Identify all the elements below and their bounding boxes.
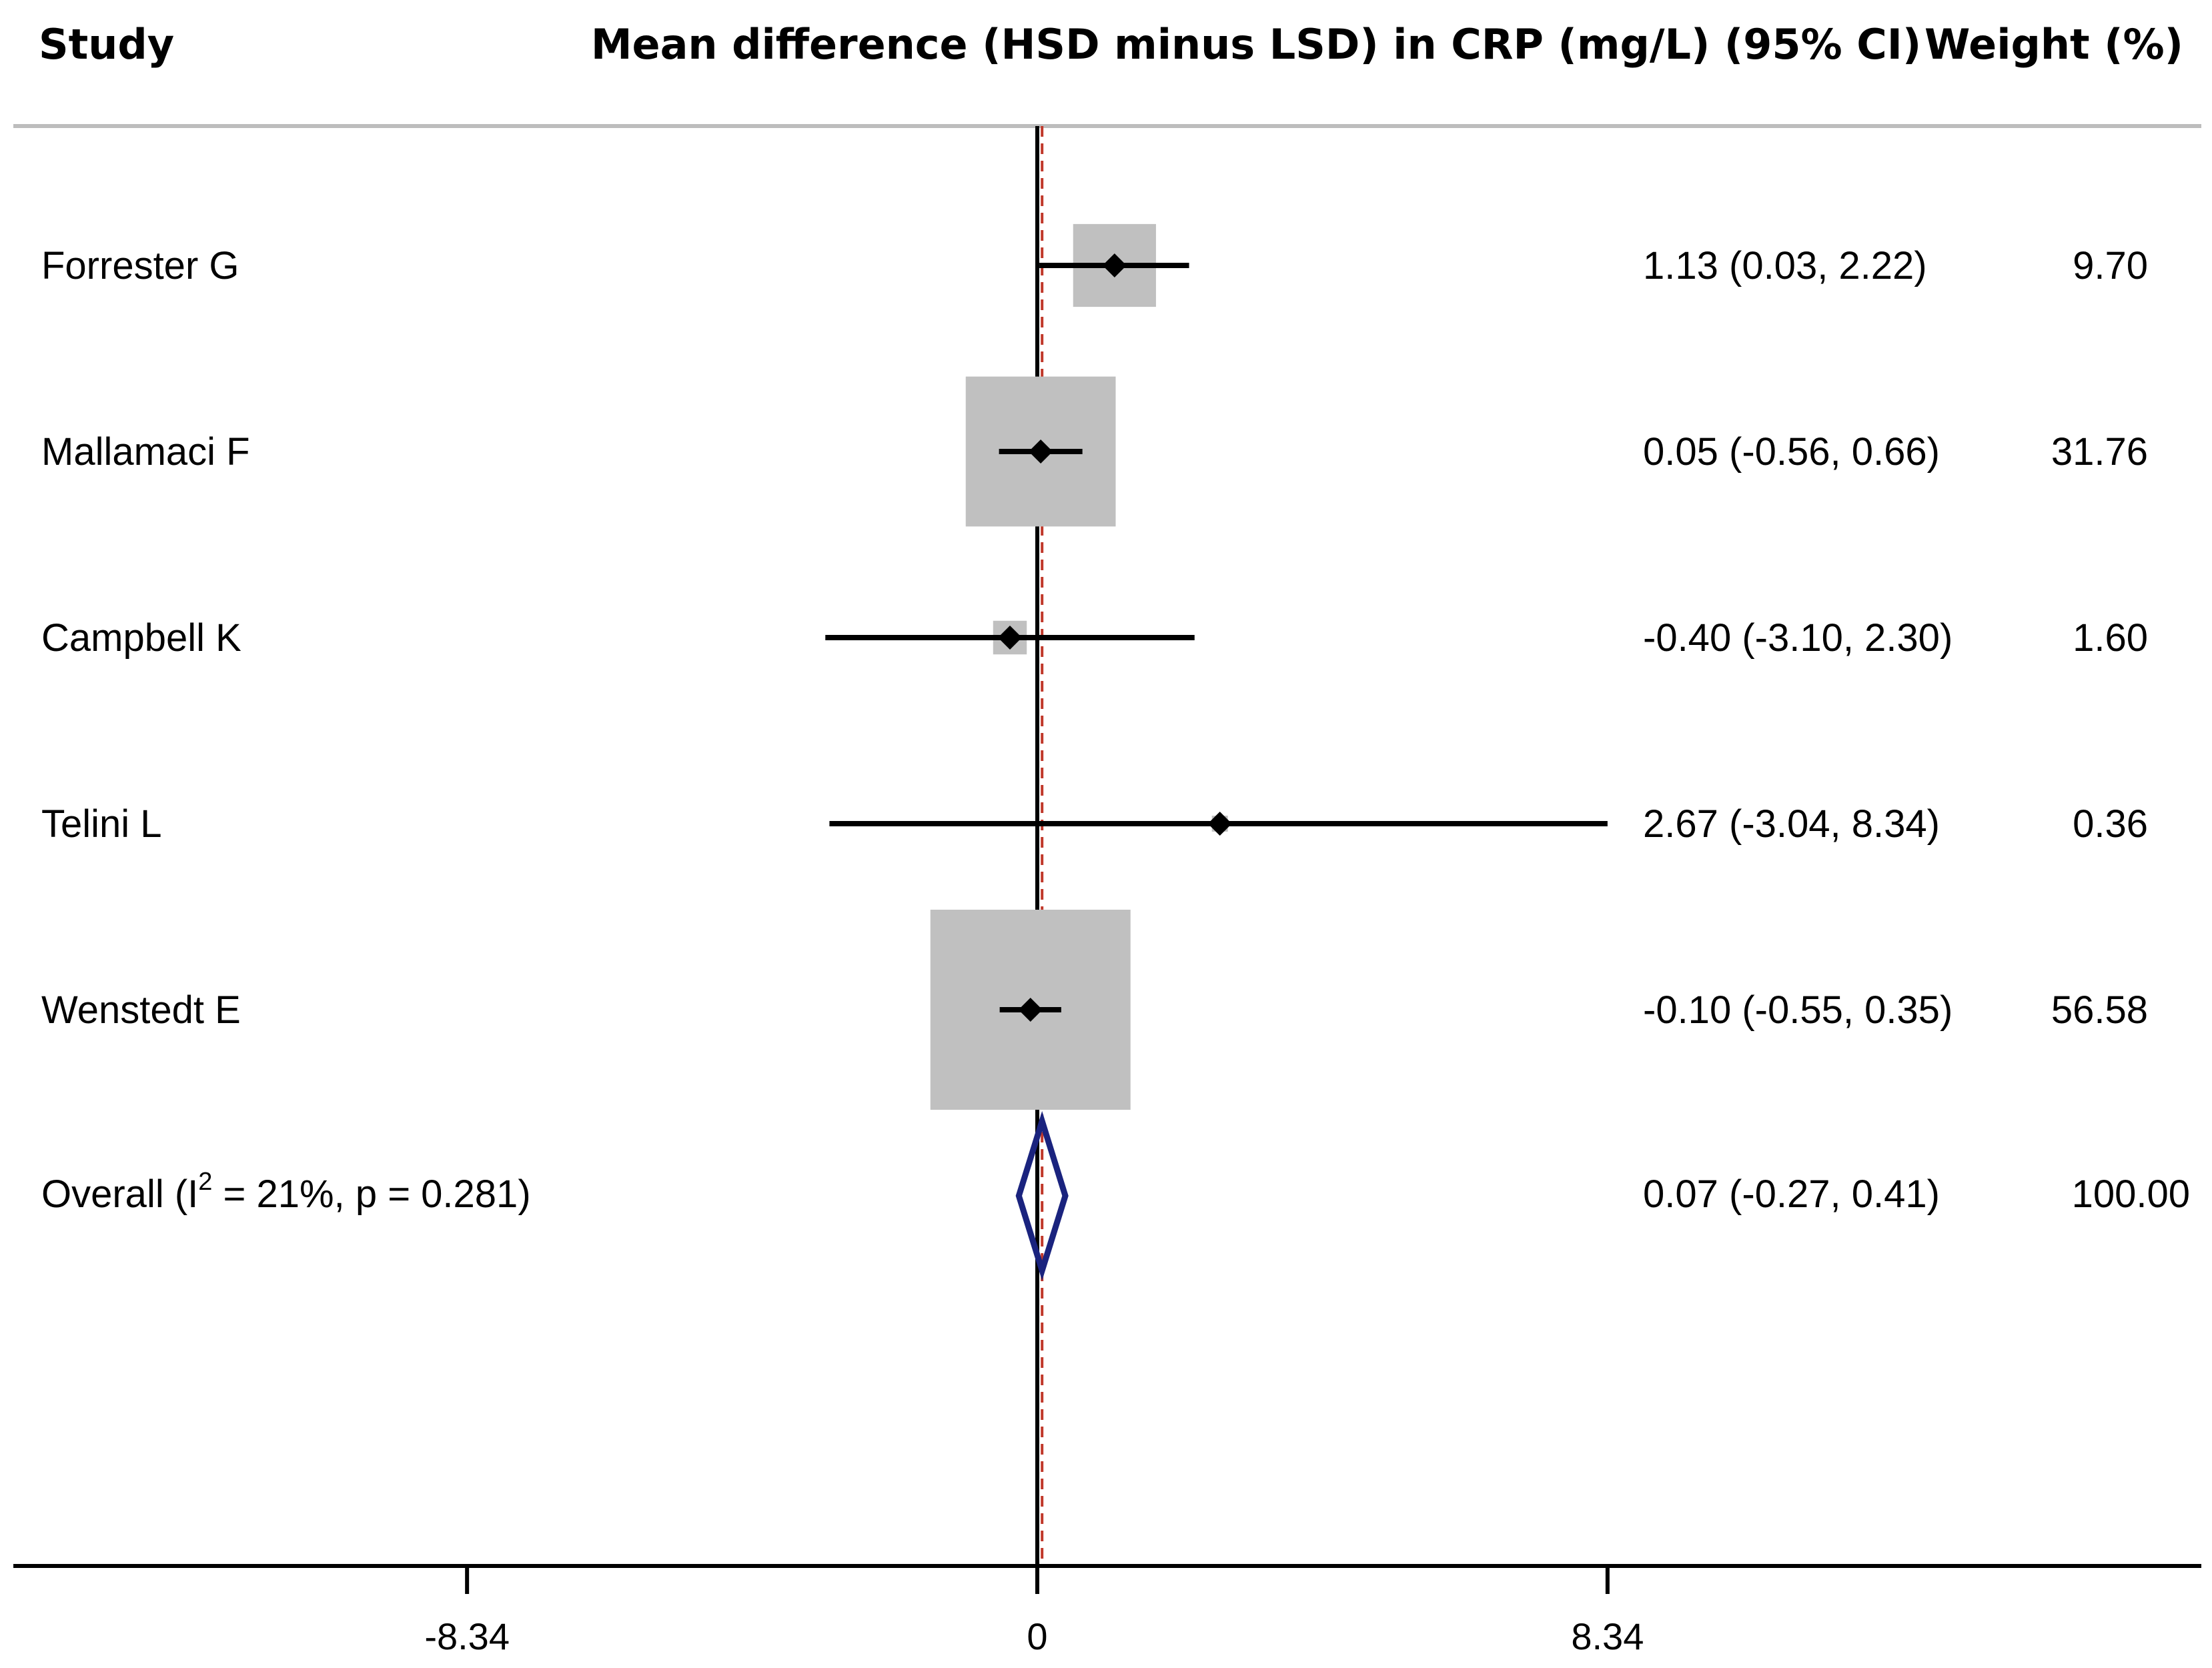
study-ci-text: 1.13 (0.03, 2.22) xyxy=(1643,244,1927,287)
point-estimate-marker xyxy=(1029,440,1053,464)
study-weight-text: 9.70 xyxy=(2073,244,2148,287)
study-ci-text: 2.67 (-3.04, 8.34) xyxy=(1643,802,1940,846)
study-name: Mallamaci F xyxy=(41,430,250,474)
overall-label-sup: 2 xyxy=(198,1168,212,1196)
point-estimate-marker xyxy=(1207,812,1232,836)
x-tick-label: 0 xyxy=(1027,1615,1047,1657)
header-study: Study xyxy=(39,20,174,69)
study-ci-text: -0.40 (-3.10, 2.30) xyxy=(1643,616,1953,660)
x-tick-label: -8.34 xyxy=(424,1615,510,1657)
header-weight: Weight (%) xyxy=(1924,20,2183,69)
header-effect: Mean difference (HSD minus LSD) in CRP (… xyxy=(591,20,1921,69)
overall-weight-text: 100.00 xyxy=(2072,1172,2190,1216)
study-name: Telini L xyxy=(41,802,162,846)
point-estimate-marker xyxy=(1102,253,1127,277)
x-axis-ticks: -8.34 0 8.34 xyxy=(424,1566,1644,1657)
overall-label-prefix: Overall (I xyxy=(41,1172,198,1216)
overall-ci-text: 0.07 (-0.27, 0.41) xyxy=(1643,1172,1940,1216)
study-weight-text: 1.60 xyxy=(2073,616,2148,660)
overall-label: Overall (I2 = 21%, p = 0.281) xyxy=(41,1168,531,1216)
overall-diamond xyxy=(1015,1110,1069,1281)
overall-label-suffix: = 21%, p = 0.281) xyxy=(212,1172,530,1216)
study-name: Wenstedt E xyxy=(41,988,241,1032)
point-estimate-marker xyxy=(998,626,1022,650)
study-ci-text: -0.10 (-0.55, 0.35) xyxy=(1643,988,1953,1032)
x-tick-label: 8.34 xyxy=(1571,1615,1644,1657)
study-weight-text: 31.76 xyxy=(2051,430,2148,474)
study-name: Forrester G xyxy=(41,244,239,287)
study-weight-text: 0.36 xyxy=(2073,802,2148,846)
point-estimate-marker xyxy=(1018,998,1043,1022)
study-weight-text: 56.58 xyxy=(2051,988,2148,1032)
study-ci-text: 0.05 (-0.56, 0.66) xyxy=(1643,430,1940,474)
study-name: Campbell K xyxy=(41,616,241,660)
plot-layer: Forrester G 1.13 (0.03, 2.22) 9.70 Mallamac… xyxy=(41,126,2148,1566)
